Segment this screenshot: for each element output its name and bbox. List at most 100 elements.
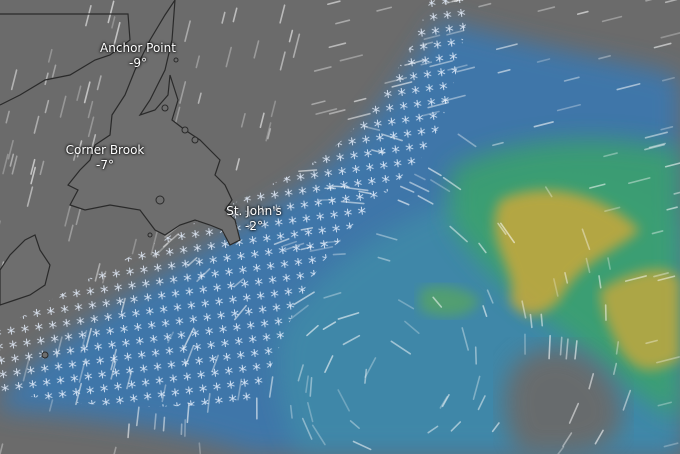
wind-streak xyxy=(305,375,309,394)
wind-streak xyxy=(131,238,137,255)
wind-streak xyxy=(327,0,341,6)
wind-streak xyxy=(404,59,425,66)
wind-streak xyxy=(56,336,63,358)
wind-streak xyxy=(656,356,680,364)
wind-streak xyxy=(300,246,313,251)
wind-streak xyxy=(319,240,341,244)
wind-streak xyxy=(454,0,464,3)
wind-streak xyxy=(364,368,368,384)
wind-streak xyxy=(273,238,290,246)
wind-streak xyxy=(576,10,589,15)
wind-streak xyxy=(30,158,36,175)
wind-streak xyxy=(167,331,174,344)
wind-streak xyxy=(556,103,581,112)
wind-streak xyxy=(96,75,102,91)
wind-streak xyxy=(127,423,130,439)
wind-streak xyxy=(293,291,315,306)
wind-streak xyxy=(120,297,126,313)
wind-streak xyxy=(113,21,121,46)
wind-streak xyxy=(660,32,680,39)
wind-streak xyxy=(110,360,117,380)
wind-streak xyxy=(89,134,97,155)
wind-streak xyxy=(557,446,565,454)
wind-streak xyxy=(409,181,430,193)
wind-streak xyxy=(648,142,666,149)
wind-streak xyxy=(559,336,563,356)
wind-streak xyxy=(113,446,117,454)
city-label-corner-brook[interactable]: Corner Brook -7° xyxy=(66,143,145,173)
wind-streak xyxy=(322,321,337,330)
city-name: St. John's xyxy=(226,204,282,218)
wind-streak xyxy=(486,289,494,304)
wind-streak xyxy=(450,421,462,432)
wind-streak xyxy=(33,115,40,134)
wind-streak xyxy=(536,58,551,63)
wind-streak xyxy=(83,81,91,104)
wind-streak xyxy=(292,33,301,58)
wind-streak xyxy=(298,169,318,173)
wind-streak xyxy=(26,186,34,207)
wind-streak xyxy=(68,224,74,242)
wind-streak xyxy=(340,200,365,205)
wind-streak xyxy=(420,41,434,46)
wind-streak xyxy=(73,148,78,161)
wind-streak xyxy=(150,230,159,256)
wind-streak xyxy=(390,340,412,355)
wind-streak xyxy=(529,313,533,329)
wind-streak xyxy=(110,348,118,371)
wind-streak xyxy=(478,242,487,254)
wind-streak xyxy=(537,6,556,12)
wind-streak xyxy=(544,186,553,198)
island xyxy=(191,136,199,144)
wind-streak xyxy=(162,233,180,248)
wind-streak xyxy=(420,61,433,66)
wind-streak xyxy=(371,149,385,154)
wind-streak xyxy=(495,43,518,51)
wind-streak xyxy=(288,29,294,43)
wind-streak xyxy=(430,179,451,193)
wind-streak xyxy=(377,256,391,262)
wind-streak xyxy=(564,271,569,284)
wind-streak xyxy=(332,253,346,256)
wind-streak xyxy=(432,296,443,308)
wind-streak xyxy=(622,389,632,411)
wind-streak xyxy=(565,338,569,360)
wind-streak xyxy=(268,376,274,398)
wind-streak xyxy=(184,344,195,367)
wind-streak xyxy=(48,399,54,412)
wind-streak xyxy=(39,160,45,176)
wind-streak xyxy=(337,312,360,320)
wind-streak xyxy=(87,100,94,119)
city-label-anchor-point[interactable]: Anchor Point -9° xyxy=(100,41,176,71)
wind-streak xyxy=(85,4,92,27)
wind-streak xyxy=(335,19,351,25)
wind-streak xyxy=(328,42,347,49)
wind-streak xyxy=(309,246,334,253)
wind-streak xyxy=(358,190,372,195)
wind-streak xyxy=(364,357,377,378)
wind-streak xyxy=(44,99,50,114)
wind-streak xyxy=(267,128,272,140)
wind-streak xyxy=(603,152,618,158)
wind-streak xyxy=(384,76,408,84)
wind-streak xyxy=(427,167,442,177)
wind-streak xyxy=(347,112,371,121)
wind-streak xyxy=(442,176,462,191)
wind-streak xyxy=(391,81,413,88)
wind-streak xyxy=(306,324,319,337)
city-label-st-johns[interactable]: St. John's -2° xyxy=(226,204,282,234)
wind-streak xyxy=(80,329,88,353)
wind-streak xyxy=(612,362,618,376)
wind-streak xyxy=(300,227,314,231)
wind-streak xyxy=(126,370,133,390)
wind-streak xyxy=(259,112,265,129)
wind-streak xyxy=(661,76,675,82)
wind-streak xyxy=(290,304,309,319)
wind-streak xyxy=(44,72,49,86)
wind-streak xyxy=(449,225,468,243)
wind-streak xyxy=(311,424,326,446)
wind-streak xyxy=(297,364,304,382)
wind-streak xyxy=(307,401,314,423)
newfoundland-island xyxy=(67,0,241,246)
